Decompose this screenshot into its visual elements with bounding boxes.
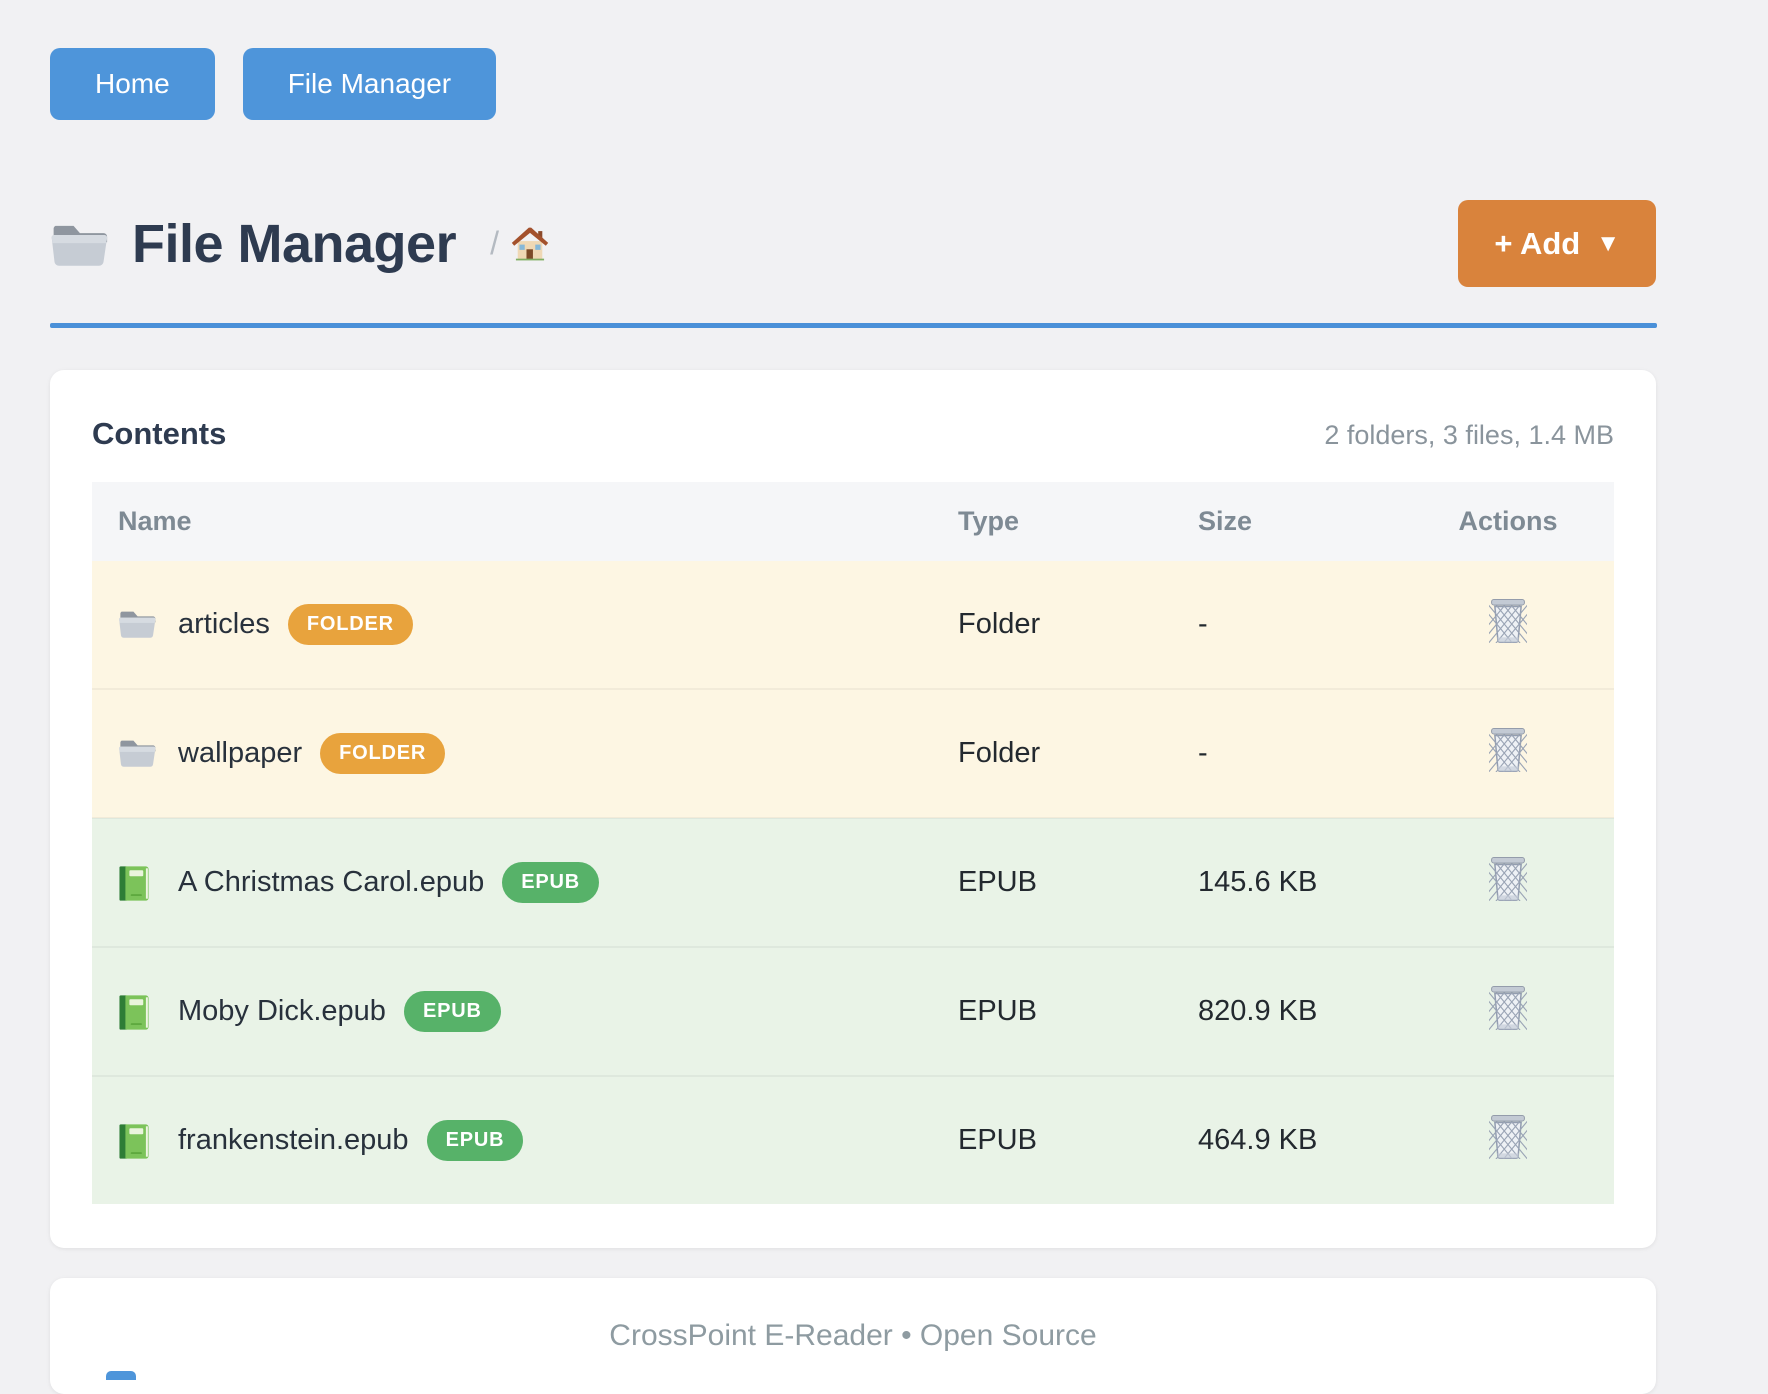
type-cell: EPUB [932, 946, 1172, 1076]
type-cell: Folder [932, 561, 1172, 689]
actions-cell [1402, 817, 1614, 947]
chevron-down-icon: ▼ [1596, 229, 1620, 257]
title-divider [50, 323, 1657, 328]
item-name[interactable]: frankenstein.epub [178, 1124, 409, 1156]
name-cell: Moby Dick.epub EPUB [92, 946, 932, 1076]
offscreen-button-fragment[interactable] [106, 1371, 136, 1380]
name-cell: articles FOLDER [92, 561, 932, 689]
green-book-icon [118, 1123, 156, 1159]
column-header-type: Type [932, 482, 1172, 561]
item-name[interactable]: wallpaper [178, 737, 303, 769]
type-badge: EPUB [502, 862, 600, 903]
top-nav: Home File Manager [0, 0, 1768, 120]
table-header-row: Name Type Size Actions [92, 482, 1614, 561]
type-cell: EPUB [932, 817, 1172, 947]
delete-button[interactable] [1489, 985, 1527, 1030]
actions-cell [1402, 1075, 1614, 1204]
type-badge: EPUB [426, 1120, 524, 1161]
footer-text: CrossPoint E-Reader • Open Source [609, 1319, 1097, 1352]
home-icon[interactable] [511, 227, 549, 261]
name-cell: wallpaper FOLDER [92, 688, 932, 818]
trash-icon [1489, 1018, 1527, 1033]
column-header-size: Size [1172, 482, 1402, 561]
contents-card-header: Contents 2 folders, 3 files, 1.4 MB [92, 416, 1614, 452]
footer-card: CrossPoint E-Reader • Open Source [50, 1278, 1656, 1394]
actions-cell [1402, 946, 1614, 1076]
trash-icon [1489, 1147, 1527, 1162]
trash-icon [1489, 760, 1527, 775]
contents-card: Contents 2 folders, 3 files, 1.4 MB Name… [50, 370, 1656, 1248]
page-header: File Manager / + Add ▼ [50, 200, 1656, 287]
type-cell: Folder [932, 688, 1172, 818]
size-cell: - [1172, 688, 1402, 818]
breadcrumb-separator: / [490, 225, 499, 261]
file-table: Name Type Size Actions articles FOLDER F… [92, 482, 1614, 1204]
item-name[interactable]: A Christmas Carol.epub [178, 866, 485, 898]
trash-icon [1489, 889, 1527, 904]
size-cell: 820.9 KB [1172, 946, 1402, 1076]
green-book-icon [118, 865, 156, 901]
delete-button[interactable] [1489, 1114, 1527, 1159]
actions-cell [1402, 561, 1614, 689]
size-cell: 464.9 KB [1172, 1075, 1402, 1204]
type-badge: FOLDER [287, 604, 413, 645]
table-row: Moby Dick.epub EPUB EPUB 820.9 KB [92, 946, 1614, 1076]
item-name[interactable]: Moby Dick.epub [178, 995, 386, 1027]
size-cell: 145.6 KB [1172, 817, 1402, 947]
nav-file-manager-button[interactable]: File Manager [242, 48, 497, 120]
name-cell: A Christmas Carol.epub EPUB [92, 817, 932, 947]
column-header-name: Name [92, 482, 932, 561]
table-row: wallpaper FOLDER Folder - [92, 688, 1614, 818]
actions-cell [1402, 688, 1614, 818]
folder-icon [118, 736, 156, 772]
delete-button[interactable] [1489, 856, 1527, 901]
delete-button[interactable] [1489, 598, 1527, 643]
folder-icon [50, 219, 108, 269]
table-row: frankenstein.epub EPUB EPUB 464.9 KB [92, 1075, 1614, 1204]
column-header-actions: Actions [1402, 482, 1614, 561]
folder-icon [118, 607, 156, 643]
green-book-icon [118, 994, 156, 1030]
contents-title: Contents [92, 416, 227, 451]
table-row: articles FOLDER Folder - [92, 561, 1614, 689]
type-badge: EPUB [403, 991, 501, 1032]
page-title: File Manager [132, 213, 457, 274]
type-cell: EPUB [932, 1075, 1172, 1204]
nav-home-button[interactable]: Home [50, 48, 215, 120]
trash-icon [1489, 631, 1527, 646]
add-button[interactable]: + Add ▼ [1458, 200, 1656, 287]
delete-button[interactable] [1489, 727, 1527, 772]
add-button-label: + Add [1494, 225, 1581, 261]
table-row: A Christmas Carol.epub EPUB EPUB 145.6 K… [92, 817, 1614, 947]
type-badge: FOLDER [320, 733, 446, 774]
size-cell: - [1172, 561, 1402, 689]
name-cell: frankenstein.epub EPUB [92, 1075, 932, 1204]
item-name[interactable]: articles [178, 608, 270, 640]
contents-summary: 2 folders, 3 files, 1.4 MB [1324, 420, 1614, 450]
